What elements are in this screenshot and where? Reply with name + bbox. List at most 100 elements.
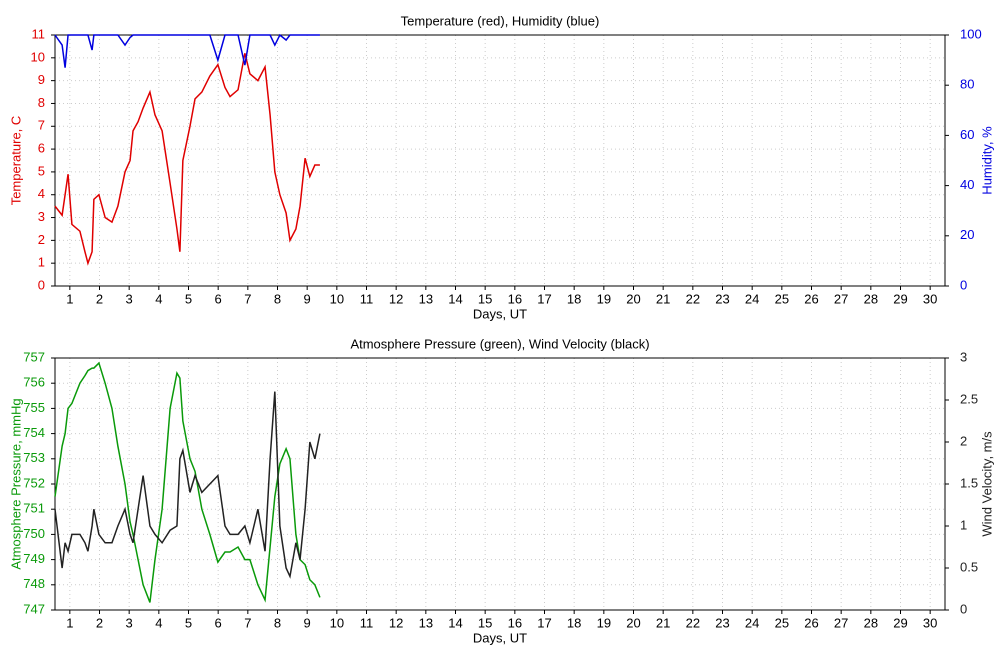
x-tick-label: 8 bbox=[274, 615, 281, 630]
x-tick-label: 29 bbox=[893, 291, 907, 306]
y-tick-label: 749 bbox=[23, 551, 45, 566]
y-tick-label: 6 bbox=[38, 141, 45, 156]
x-tick-label: 24 bbox=[745, 291, 759, 306]
x-tick-label: 17 bbox=[537, 615, 551, 630]
x-tick-label: 20 bbox=[626, 615, 640, 630]
y-tick-label: 4 bbox=[38, 186, 45, 201]
y2-axis-label: Humidity, % bbox=[979, 126, 994, 195]
x-tick-label: 5 bbox=[185, 291, 192, 306]
x-tick-label: 11 bbox=[360, 615, 374, 630]
x-tick-label: 13 bbox=[419, 615, 433, 630]
y2-tick-label: 40 bbox=[960, 177, 974, 192]
x-tick-label: 12 bbox=[389, 291, 403, 306]
y-axis-label: Temperature, C bbox=[8, 116, 23, 206]
y-tick-label: 9 bbox=[38, 72, 45, 87]
x-tick-label: 3 bbox=[126, 615, 133, 630]
x-tick-label: 15 bbox=[478, 291, 492, 306]
x-tick-label: 26 bbox=[804, 615, 818, 630]
y-tick-label: 747 bbox=[23, 601, 45, 616]
x-tick-label: 30 bbox=[923, 615, 937, 630]
y2-tick-label: 20 bbox=[960, 227, 974, 242]
series-line bbox=[54, 391, 321, 579]
x-tick-label: 23 bbox=[715, 615, 729, 630]
y-tick-label: 3 bbox=[38, 209, 45, 224]
y-tick-label: 748 bbox=[23, 576, 45, 591]
y2-tick-label: 80 bbox=[960, 77, 974, 92]
x-tick-label: 1 bbox=[66, 615, 73, 630]
x-tick-label: 21 bbox=[656, 291, 670, 306]
x-tick-label: 12 bbox=[389, 615, 403, 630]
x-tick-label: 15 bbox=[478, 615, 492, 630]
series-line bbox=[54, 33, 320, 68]
x-axis-label: Days, UT bbox=[473, 630, 527, 645]
series-line bbox=[54, 53, 320, 266]
chart-title: Atmosphere Pressure (green), Wind Veloci… bbox=[350, 336, 649, 351]
x-tick-label: 16 bbox=[508, 615, 522, 630]
x-axis-label: Days, UT bbox=[473, 306, 527, 321]
x-tick-label: 19 bbox=[597, 615, 611, 630]
x-tick-label: 23 bbox=[715, 291, 729, 306]
y-tick-label: 11 bbox=[32, 26, 46, 41]
x-tick-label: 9 bbox=[304, 615, 311, 630]
x-tick-label: 4 bbox=[155, 615, 162, 630]
x-tick-label: 6 bbox=[215, 291, 222, 306]
x-tick-label: 27 bbox=[834, 291, 848, 306]
x-tick-label: 27 bbox=[834, 615, 848, 630]
y-tick-label: 0 bbox=[38, 277, 45, 292]
x-tick-label: 29 bbox=[893, 615, 907, 630]
x-tick-label: 10 bbox=[330, 615, 344, 630]
x-tick-label: 8 bbox=[274, 291, 281, 306]
y-tick-label: 8 bbox=[38, 95, 45, 110]
y-tick-label: 754 bbox=[23, 425, 45, 440]
x-tick-label: 14 bbox=[448, 291, 462, 306]
x-tick-label: 24 bbox=[745, 615, 759, 630]
x-tick-label: 1 bbox=[66, 291, 73, 306]
y2-tick-label: 2.5 bbox=[960, 391, 978, 406]
y-tick-label: 10 bbox=[31, 49, 45, 64]
y-tick-label: 1 bbox=[38, 255, 45, 270]
x-tick-label: 11 bbox=[360, 291, 374, 306]
x-tick-label: 25 bbox=[775, 615, 789, 630]
x-tick-label: 14 bbox=[448, 615, 462, 630]
y2-tick-label: 1 bbox=[960, 517, 967, 532]
x-tick-label: 10 bbox=[330, 291, 344, 306]
y-tick-label: 753 bbox=[23, 450, 45, 465]
x-tick-label: 22 bbox=[686, 615, 700, 630]
y-tick-label: 752 bbox=[23, 475, 45, 490]
y-tick-label: 757 bbox=[23, 349, 45, 364]
plot-frame bbox=[54, 357, 946, 611]
x-tick-label: 17 bbox=[537, 291, 551, 306]
y2-tick-label: 0 bbox=[960, 277, 967, 292]
series-line bbox=[54, 361, 321, 603]
x-tick-label: 6 bbox=[215, 615, 222, 630]
x-tick-label: 7 bbox=[244, 291, 251, 306]
y-tick-label: 756 bbox=[23, 375, 45, 390]
y2-tick-label: 0.5 bbox=[960, 559, 978, 574]
y-tick-label: 751 bbox=[23, 501, 45, 516]
y2-tick-label: 60 bbox=[960, 127, 974, 142]
x-tick-label: 22 bbox=[686, 291, 700, 306]
y-tick-label: 2 bbox=[38, 232, 45, 247]
x-tick-label: 13 bbox=[419, 291, 433, 306]
x-tick-label: 4 bbox=[155, 291, 162, 306]
x-tick-label: 7 bbox=[244, 615, 251, 630]
chart-title: Temperature (red), Humidity (blue) bbox=[401, 13, 600, 28]
y-axis-label: Atmosphere Pressure, mmHg bbox=[8, 398, 23, 569]
x-tick-label: 3 bbox=[126, 291, 133, 306]
x-tick-label: 20 bbox=[626, 291, 640, 306]
y2-tick-label: 3 bbox=[960, 349, 967, 364]
y2-tick-label: 1.5 bbox=[960, 475, 978, 490]
x-tick-label: 16 bbox=[508, 291, 522, 306]
x-tick-label: 19 bbox=[597, 291, 611, 306]
y-tick-label: 5 bbox=[38, 163, 45, 178]
y-tick-label: 755 bbox=[23, 400, 45, 415]
x-tick-label: 9 bbox=[304, 291, 311, 306]
x-tick-label: 30 bbox=[923, 291, 937, 306]
x-tick-label: 18 bbox=[567, 291, 581, 306]
x-tick-label: 28 bbox=[864, 615, 878, 630]
x-tick-label: 28 bbox=[864, 291, 878, 306]
x-tick-label: 5 bbox=[185, 615, 192, 630]
y2-tick-label: 0 bbox=[960, 601, 967, 616]
